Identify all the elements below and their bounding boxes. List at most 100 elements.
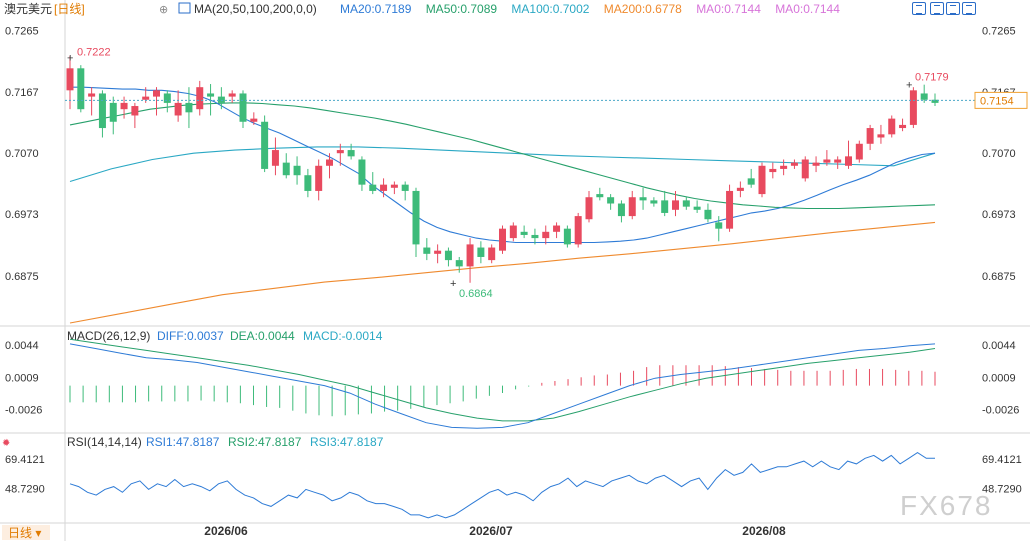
- candle-body: [877, 134, 885, 138]
- rsi-tick-left: 48.7290: [5, 483, 45, 495]
- ma50-line: [69, 102, 936, 210]
- candle-body: [207, 93, 215, 97]
- candle-body: [801, 159, 809, 179]
- candle-body: [650, 200, 658, 204]
- candle-body: [682, 200, 690, 207]
- candle-body: [239, 93, 247, 122]
- period-footer: 日线 ▾: [8, 526, 41, 540]
- candle-body: [866, 128, 874, 144]
- candle-body: [347, 150, 355, 157]
- candle-body: [196, 87, 204, 110]
- rsi-label: RSI(14,14,14): [67, 435, 142, 449]
- candle-body: [736, 187, 744, 191]
- last-price-tag: [974, 91, 1028, 109]
- time-axis-label: 2026/06: [204, 524, 248, 538]
- macd-label: MACD(26,12,9): [67, 329, 150, 343]
- candle-body: [163, 93, 171, 103]
- candle-body: [228, 93, 236, 97]
- candle-body: [855, 143, 863, 160]
- low-marker: +: [450, 278, 456, 290]
- ma-value-4: MA0:0.7144: [696, 2, 761, 16]
- price-tick-label-left: 0.6973: [5, 209, 39, 221]
- price-tick-label-right: 0.6875: [982, 271, 1016, 283]
- candle-body: [66, 68, 74, 91]
- candle-body: [77, 68, 85, 110]
- candle-body: [607, 197, 615, 204]
- price-tick-label-left: 0.6875: [5, 271, 39, 283]
- candle-body: [790, 162, 798, 166]
- candle-body: [477, 247, 485, 257]
- price-tick-label-left: 0.7070: [5, 148, 39, 160]
- candle-body: [369, 184, 377, 191]
- candle-body: [185, 102, 193, 113]
- time-axis-label: 2026/08: [742, 524, 786, 538]
- rsi3-value: RSI3:47.8187: [310, 435, 384, 449]
- high-annotation: 0.7222: [77, 47, 111, 59]
- candle-body: [217, 96, 225, 103]
- price-tick-label-right: 0.6973: [982, 209, 1016, 221]
- macd-tick-left: 0.0044: [5, 340, 39, 352]
- candle-body: [531, 234, 539, 239]
- candle-body: [747, 178, 755, 185]
- candle-body: [434, 250, 442, 254]
- ma-value-1: MA50:0.7089: [426, 2, 498, 16]
- candle-body: [639, 197, 647, 201]
- low-annotation: 0.6864: [459, 288, 493, 300]
- candle-body: [726, 190, 734, 229]
- price-tick-label-right: 0.7265: [982, 26, 1016, 38]
- candle-body: [293, 165, 301, 176]
- rsi-tick-right: 48.7290: [982, 483, 1022, 495]
- candle-body: [553, 225, 561, 232]
- candle-body: [823, 159, 831, 163]
- ma100-line: [69, 146, 936, 183]
- candle-body: [563, 228, 571, 245]
- candle-body: [444, 250, 452, 261]
- period-footer-bg: [2, 525, 50, 540]
- candle-body: [98, 93, 106, 129]
- candle-body: [304, 175, 312, 191]
- rsi-tick-right: 69.4121: [982, 454, 1022, 466]
- candle-body: [326, 159, 333, 166]
- macd-tick-left: 0.0009: [5, 372, 39, 384]
- candle-body: [336, 150, 344, 154]
- candle-body: [466, 244, 474, 267]
- rsi2-value: RSI2:47.8187: [228, 435, 302, 449]
- macd-value: MACD:-0.0014: [303, 329, 383, 343]
- rsi-tick-left: 69.4121: [5, 454, 45, 466]
- minimize-icon[interactable]: [930, 2, 944, 15]
- macd-dea: DEA:0.0044: [230, 329, 295, 343]
- macd-tick-right: 0.0009: [982, 372, 1016, 384]
- candle-body: [661, 200, 669, 213]
- candle-body: [845, 156, 852, 166]
- candle-body: [488, 247, 496, 261]
- macd-diff: DIFF:0.0037: [157, 329, 224, 343]
- restore-icon[interactable]: [946, 2, 960, 15]
- candle-body: [142, 96, 150, 100]
- ma-value-3: MA200:0.6778: [604, 2, 682, 16]
- candle-body: [899, 124, 907, 129]
- high-marker: +: [67, 53, 73, 65]
- candle-body: [520, 231, 528, 235]
- zoom-icon[interactable]: [912, 2, 926, 15]
- candle-body: [585, 197, 593, 220]
- period-tag: [日线]: [54, 2, 85, 16]
- candle-body: [596, 194, 604, 198]
- candle-body: [617, 203, 625, 217]
- macd-tick-right: 0.0044: [982, 340, 1016, 352]
- candle-body: [109, 102, 117, 122]
- candle-body: [693, 206, 701, 210]
- candle-body: [423, 247, 431, 254]
- macd-tick-right: -0.0026: [982, 405, 1019, 417]
- candle-body: [672, 200, 679, 210]
- candle-body: [888, 118, 896, 135]
- maximize-icon[interactable]: [962, 2, 976, 15]
- candle-body: [909, 90, 917, 125]
- candle-body: [153, 90, 160, 97]
- candle-body: [261, 121, 269, 169]
- settings-icon: ⊕: [159, 4, 168, 16]
- candle-body: [499, 228, 506, 251]
- candle-body: [412, 190, 420, 245]
- candle-body: [834, 159, 842, 163]
- watermark: FX678: [900, 490, 993, 521]
- candle-body: [574, 216, 582, 245]
